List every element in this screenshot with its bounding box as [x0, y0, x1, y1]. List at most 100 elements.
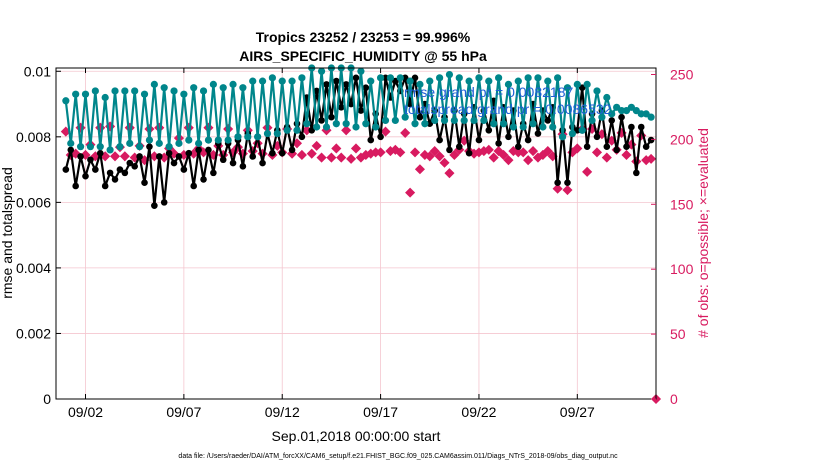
rmse-point: [416, 113, 424, 121]
totalspread-point: [96, 143, 104, 151]
y-right-tick-label: 250: [670, 66, 694, 82]
chart-title: Tropics 23252 / 23253 = 99.996%: [256, 29, 471, 45]
totalspread-point: [460, 116, 468, 125]
totalspread-point: [67, 139, 75, 147]
data-series: [60, 64, 662, 405]
obs-evaluated-point: [582, 166, 593, 177]
obs-evaluated-point: [488, 152, 499, 163]
rmse-point: [229, 159, 237, 167]
obs-evaluated-series: [60, 121, 657, 198]
rmse-point: [323, 81, 330, 88]
totalspread-point: [234, 133, 242, 141]
totalspread-point: [411, 120, 419, 128]
totalspread-point: [558, 133, 567, 141]
rmse-point: [126, 159, 134, 167]
legend-rmse: rmse grand pr = 0.0082187: [404, 84, 573, 100]
rmse-point: [392, 77, 399, 85]
obs-evaluated-point: [449, 149, 460, 161]
rmse-point: [608, 117, 616, 124]
totalspread-point: [519, 123, 527, 131]
rmse-point: [564, 179, 571, 187]
totalspread-series: [62, 64, 655, 154]
obs-evaluated-point: [552, 183, 563, 194]
totalspread-point: [549, 123, 557, 131]
x-tick-label: 09/07: [166, 404, 201, 420]
obs-evaluated-point: [409, 147, 421, 158]
obs-evaluated-point: [208, 149, 219, 161]
rmse-point: [160, 199, 168, 206]
totalspread-point: [239, 84, 247, 92]
rmse-point: [446, 146, 453, 154]
totalspread-point: [62, 97, 70, 105]
x-tick-label: 09/27: [560, 404, 595, 420]
totalspread-point: [136, 143, 144, 151]
totalspread-point: [544, 77, 552, 85]
rmse-point: [603, 143, 611, 150]
rmse-point: [219, 156, 227, 164]
rmse-point: [165, 149, 173, 157]
obs-evaluated-point: [518, 147, 529, 158]
obs-evaluated-point: [80, 149, 91, 161]
totalspread-point: [155, 139, 163, 147]
totalspread-point: [111, 87, 119, 95]
totalspread-point: [254, 133, 262, 141]
x-tick-label: 09/17: [363, 404, 398, 420]
totalspread-point: [278, 77, 286, 85]
rmse-point: [318, 117, 325, 124]
totalspread-point: [332, 120, 340, 128]
obs-evaluated-point: [331, 143, 342, 154]
y-left-tick-label: 0.002: [16, 325, 51, 341]
obs-evaluated-point: [400, 127, 411, 138]
obs-evaluated-point: [346, 153, 357, 164]
totalspread-point: [509, 123, 517, 131]
rmse-point: [269, 149, 276, 157]
rmse-point: [328, 113, 335, 121]
totalspread-point: [121, 87, 129, 95]
rmse-point: [313, 87, 320, 95]
rmse-point: [436, 136, 443, 144]
totalspread-point: [372, 123, 380, 131]
totalspread-point: [273, 129, 281, 138]
totalspread-point: [160, 84, 168, 92]
y-left-tick-label: 0.008: [16, 129, 51, 145]
totalspread-point: [440, 116, 449, 125]
totalspread-point: [480, 116, 488, 125]
obs-evaluated-point: [414, 164, 425, 175]
rmse-point: [382, 74, 389, 82]
obs-evaluated-point: [572, 143, 583, 154]
totalspread-point: [583, 80, 591, 88]
rmse-point: [101, 182, 109, 190]
rmse-point: [308, 126, 316, 134]
totalspread-point: [573, 80, 581, 88]
rmse-point: [377, 133, 384, 141]
rmse-point: [116, 166, 124, 173]
rmse-point: [633, 169, 640, 177]
totalspread-point: [490, 120, 498, 128]
totalspread-point: [499, 120, 508, 128]
y-right-tick-label: 50: [670, 326, 686, 342]
rmse-point: [180, 166, 188, 173]
x-axis-label: Sep.01,2018 00:00:00 start: [272, 428, 441, 444]
rmse-point: [647, 136, 655, 144]
totalspread-point: [588, 116, 596, 125]
totalspread-point: [352, 123, 360, 131]
rmse-point: [613, 146, 620, 154]
totalspread-point: [485, 77, 493, 85]
totalspread-point: [578, 126, 586, 134]
rmse-point: [205, 146, 212, 154]
totalspread-point: [204, 136, 213, 144]
totalspread-point: [224, 136, 232, 144]
rmse-point: [426, 120, 434, 128]
rmse-point: [239, 163, 247, 170]
rmse-point: [554, 179, 561, 187]
obs-evaluated-point: [528, 146, 539, 157]
totalspread-point: [72, 90, 80, 98]
rmse-point: [637, 123, 645, 131]
rmse-point: [485, 126, 493, 134]
rmse-point: [524, 136, 532, 144]
totalspread-point: [416, 80, 424, 88]
rmse-point: [121, 169, 129, 177]
rmse-point: [578, 84, 586, 91]
totalspread-point: [185, 136, 193, 144]
totalspread-point: [229, 80, 237, 88]
